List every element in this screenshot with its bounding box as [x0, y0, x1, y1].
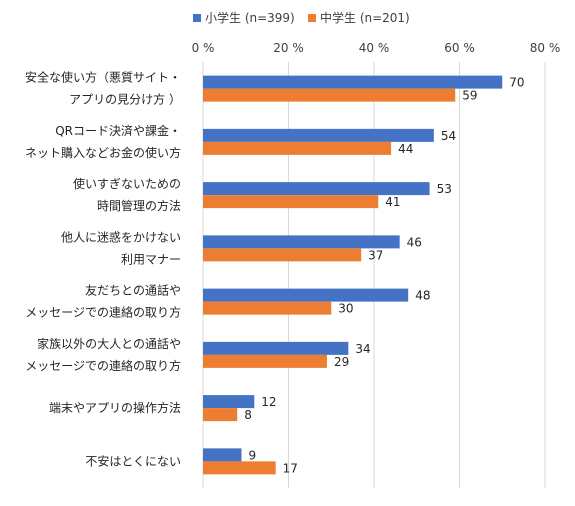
data-label: 70: [509, 76, 524, 90]
bar-elementary: [203, 75, 503, 89]
data-label: 53: [437, 182, 452, 196]
data-label: 59: [462, 89, 477, 103]
category-label: 時間管理の方法: [97, 198, 181, 213]
bar-junior-high: [203, 301, 332, 315]
data-label: 9: [248, 448, 256, 462]
data-label: 37: [368, 248, 383, 262]
data-label: 12: [261, 395, 276, 409]
data-label: 17: [283, 461, 298, 475]
bar-junior-high: [203, 461, 276, 475]
x-tick-label: 20 %: [273, 41, 304, 55]
category-label: アプリの見分け方 ）: [69, 92, 181, 107]
bar-junior-high: [203, 195, 379, 209]
category-label: 端末やアプリの操作方法: [49, 400, 181, 415]
bar-junior-high: [203, 354, 327, 368]
legend-label-1: 中学生 (n=201): [320, 10, 410, 25]
data-label: 41: [385, 195, 400, 209]
category-label: メッセージでの連絡の取り方: [25, 358, 181, 373]
bar-elementary: [203, 395, 255, 409]
data-label: 8: [244, 408, 252, 422]
bar-junior-high: [203, 408, 238, 422]
category-label: 利用マナー: [121, 252, 181, 266]
legend-swatch-1: [308, 14, 316, 22]
legend: 小学生 (n=399) 中学生 (n=201): [193, 10, 410, 25]
x-tick-label: 40 %: [359, 41, 390, 55]
bar-elementary: [203, 182, 430, 196]
data-labels: 70 59 54 44 53 41 46 37 48 30 34 29 12 8 9 17: [244, 76, 524, 476]
legend-swatch-0: [193, 14, 201, 22]
gridlines: [202, 62, 546, 488]
category-label: メッセージでの連絡の取り方: [25, 305, 181, 320]
data-label: 48: [415, 289, 430, 303]
x-tick-label: 0 %: [192, 41, 215, 55]
data-label: 54: [441, 129, 456, 143]
bar-elementary: [203, 128, 434, 142]
bars: [203, 75, 503, 475]
x-tick-label: 80 %: [530, 41, 561, 55]
data-label: 34: [355, 342, 370, 356]
x-tick-label: 60 %: [444, 41, 475, 55]
category-label: 不安はとくにない: [85, 453, 181, 468]
bar-elementary: [203, 448, 242, 462]
data-label: 30: [338, 302, 353, 316]
legend-label-0: 小学生 (n=399): [205, 10, 295, 25]
bar-junior-high: [203, 141, 392, 155]
data-label: 44: [398, 142, 413, 156]
category-label: 使いすぎないための: [73, 176, 181, 191]
data-label: 29: [334, 355, 349, 369]
category-label: QRコード決済や課金・: [55, 123, 181, 138]
category-label: 家族以外の大人との通話や: [37, 336, 181, 351]
data-label: 46: [407, 235, 422, 249]
category-label: ネット購入などお金の使い方: [25, 145, 181, 160]
bar-elementary: [203, 341, 349, 355]
bar-elementary: [203, 288, 409, 302]
category-label: 他人に迷惑をかけない: [61, 230, 181, 244]
bar-junior-high: [203, 88, 456, 102]
x-axis-ticks: 0 % 20 % 40 % 60 % 80 %: [192, 41, 561, 55]
category-labels: 安全な使い方（悪質サイト・アプリの見分け方 ） QRコード決済や課金・ネット購入な…: [25, 70, 181, 469]
bar-junior-high: [203, 248, 362, 262]
category-label: 友だちとの通話や: [85, 283, 181, 298]
bar-elementary: [203, 235, 400, 249]
category-label: 安全な使い方（悪質サイト・: [25, 70, 181, 85]
